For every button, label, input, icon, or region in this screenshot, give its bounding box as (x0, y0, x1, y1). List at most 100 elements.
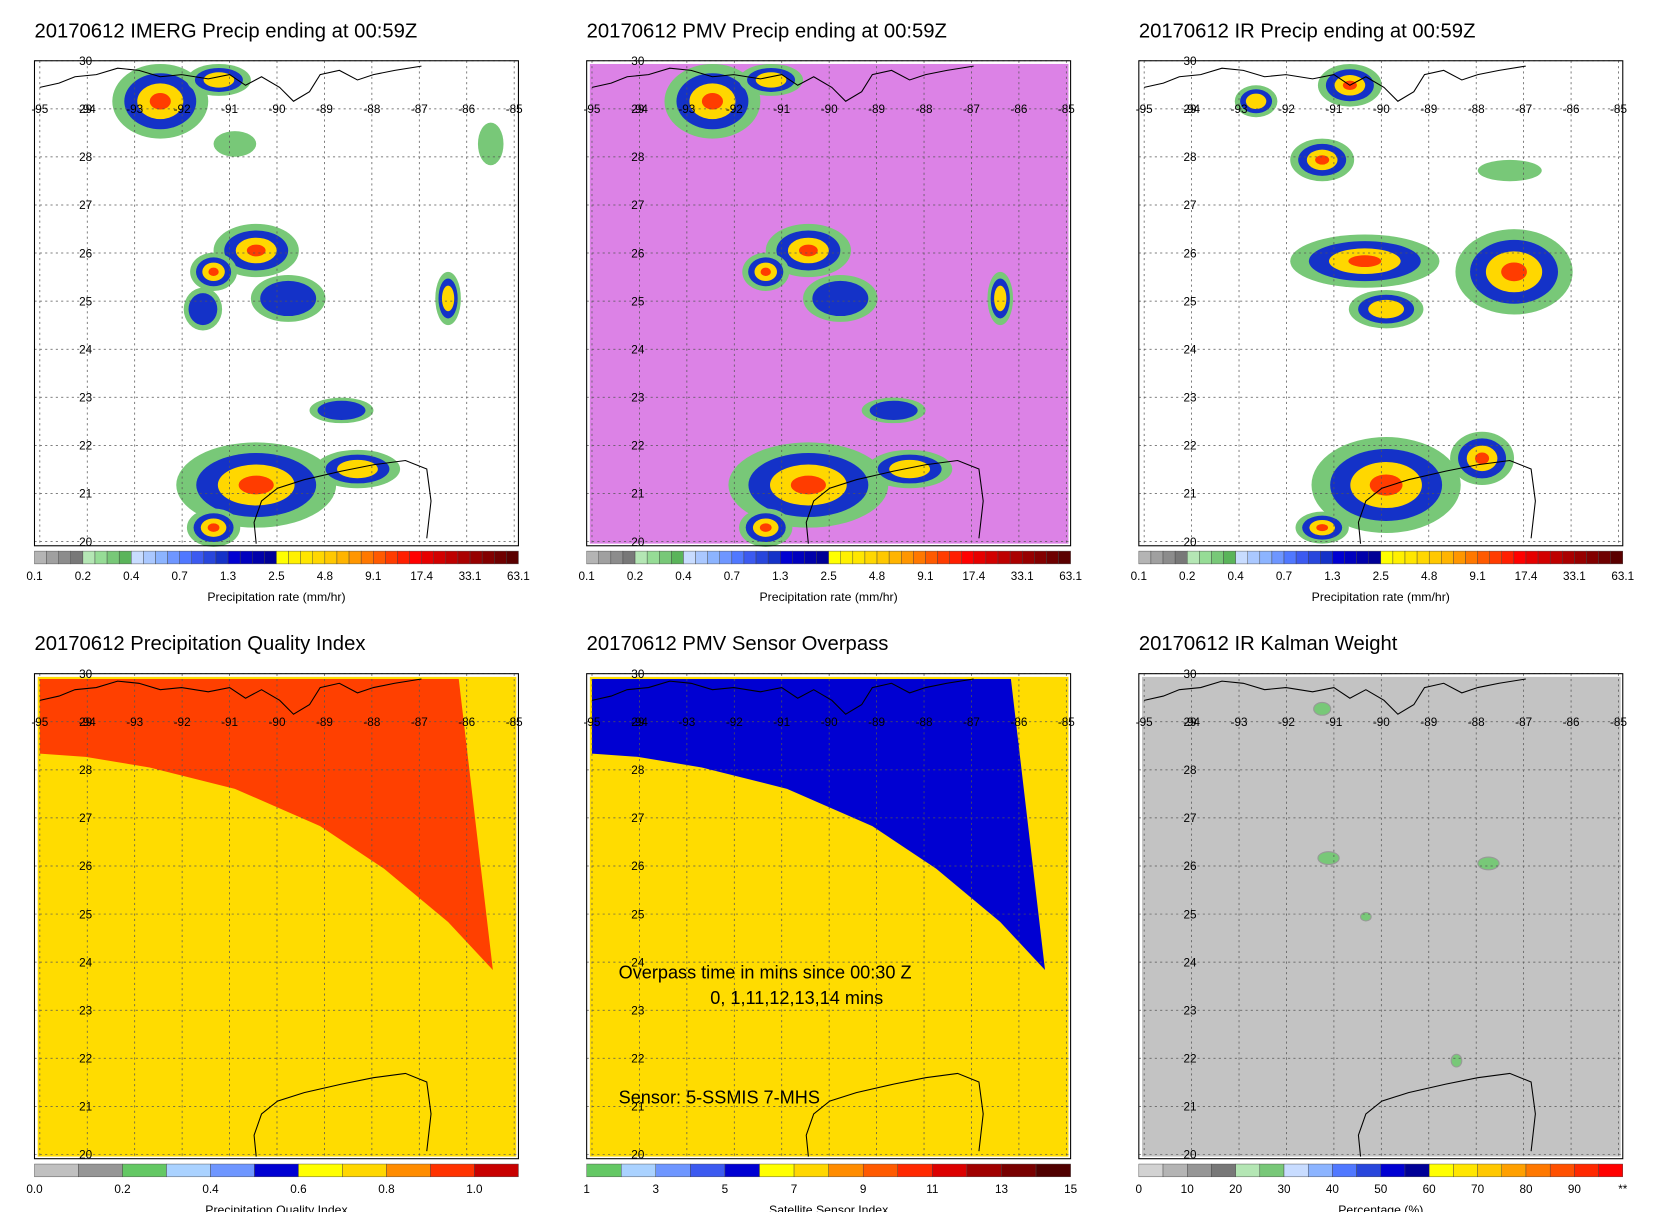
lat-tick-label: 26 (79, 247, 92, 260)
colorbar-swatch (433, 550, 447, 565)
colorbar-swatch (1211, 550, 1224, 565)
colorbar-swatch (961, 550, 975, 565)
lon-tick-label: -95 (584, 716, 601, 729)
colorbar-label: 10 (1181, 1183, 1195, 1196)
colorbar-swatch (828, 550, 841, 565)
colorbar-label: 3 (653, 1183, 660, 1196)
colorbar-swatch (659, 550, 672, 565)
lon-tick-label: -86 (458, 103, 475, 116)
colorbar-swatch (724, 1163, 760, 1178)
colorbar-label: 4.8 (869, 570, 886, 583)
precip-blob (149, 93, 171, 110)
colorbar-label: 17.4 (1515, 570, 1538, 583)
colorbar-swatch (1501, 550, 1515, 565)
lat-tick-label: 23 (631, 392, 644, 405)
coastline (591, 65, 974, 102)
lat-tick-label: 21 (631, 488, 644, 501)
lon-tick-label: -91 (221, 103, 238, 116)
colorbar-label: 0.2 (1179, 570, 1195, 583)
colorbar-swatch (122, 1163, 167, 1178)
colorbar-swatch (1404, 1163, 1430, 1178)
colorbar-label: 33.1 (1563, 570, 1586, 583)
lon-tick-label: -90 (1373, 103, 1390, 116)
lon-tick-label: -93 (1231, 103, 1248, 116)
map-panel: 20170612 IR Precip ending at 00:59Z -95 -9… (1131, 20, 1635, 604)
colorbar-swatch (215, 550, 229, 565)
lat-tick-label: 27 (79, 812, 92, 825)
colorbar-swatch (852, 550, 866, 565)
colorbar-swatch (1187, 550, 1200, 565)
lat-tick-label: 26 (1183, 860, 1196, 873)
colorbar-swatch (252, 550, 265, 565)
precip-blob (238, 475, 274, 495)
colorbar-swatch (901, 550, 914, 565)
colorbar-label: 0.2 (75, 570, 91, 583)
lon-tick-label: -94 (631, 716, 648, 729)
lat-tick-label: 24 (1183, 343, 1197, 356)
lat-tick-label: 25 (631, 908, 645, 921)
colorbar-swatch (348, 550, 362, 565)
colorbar-swatch (1380, 550, 1394, 565)
colorbar-swatch (397, 550, 410, 565)
coastline (1144, 65, 1526, 102)
colorbar-swatch (864, 550, 878, 565)
colorbar-swatch (106, 550, 120, 565)
precip-blob (207, 523, 220, 532)
colorbar-swatch (1247, 550, 1261, 565)
colorbar-label: 0.1 (1131, 570, 1147, 583)
colorbar-swatch (1150, 550, 1164, 565)
colorbar-swatch (78, 1163, 123, 1178)
lat-tick-label: 22 (79, 440, 92, 453)
lat-tick-label: 25 (79, 295, 93, 308)
colorbar-swatch (421, 550, 434, 565)
colorbar-swatch (210, 1163, 255, 1178)
lon-tick-label: -86 (1010, 103, 1027, 116)
precip-blob (203, 72, 235, 88)
colorbar-swatch (82, 550, 96, 565)
lon-tick-label: -93 (678, 103, 695, 116)
weight-blob (1477, 856, 1500, 871)
colorbar-label: 0.1 (26, 570, 42, 583)
lon-tick-label: -85 (1610, 716, 1627, 729)
colorbar-swatch (167, 550, 180, 565)
lat-tick-label: 27 (1183, 812, 1196, 825)
coastline (253, 1072, 432, 1157)
colorbar-swatch (1477, 1163, 1503, 1178)
colorbar-swatch (179, 550, 192, 565)
lat-tick-label: 22 (631, 440, 644, 453)
colorbar-label: 90 (1568, 1183, 1582, 1196)
colorbar-swatch (683, 550, 696, 565)
colorbar-label: 0.7 (724, 570, 740, 583)
lon-tick-label: -89 (316, 103, 333, 116)
colorbar-swatch (34, 550, 47, 565)
colorbar-swatch (70, 550, 84, 565)
colorbar-swatch (336, 550, 350, 565)
colorbar-label: 4.8 (317, 570, 334, 583)
lon-tick-label: -88 (1468, 103, 1485, 116)
map-background (1142, 676, 1621, 1157)
colorbar-swatch (298, 1163, 343, 1178)
lon-tick-label: -87 (963, 103, 980, 116)
lat-tick-label: 25 (631, 295, 645, 308)
precip-blob (188, 293, 218, 326)
colorbar-label: 60 (1423, 1183, 1437, 1196)
weight-blob (1317, 851, 1340, 866)
colorbar-label: 7 (791, 1183, 798, 1196)
panel-title: 20170612 IMERG Precip ending at 00:59Z (34, 20, 417, 42)
lat-tick-label: 25 (1183, 295, 1197, 308)
panel-title: 20170612 PMV Sensor Overpass (587, 633, 889, 655)
colorbar-swatch (1307, 550, 1321, 565)
colorbar-label: 40 (1326, 1183, 1340, 1196)
lat-tick-label: 24 (79, 956, 93, 969)
coastline (591, 678, 974, 715)
lat-tick-label: 28 (79, 151, 93, 164)
lat-tick-label: 23 (79, 392, 92, 405)
colorbar-label: 70 (1471, 1183, 1485, 1196)
lon-tick-label: -92 (1278, 716, 1295, 729)
colorbar-swatch (342, 1163, 387, 1178)
colorbar-label: 33.1 (459, 570, 482, 583)
coastline (1144, 678, 1526, 715)
map-panel: 20170612 PMV Sensor Overpass -95 -94 -93 -92… (583, 633, 1077, 1212)
map-frame (586, 60, 1072, 547)
map-frame (586, 673, 1072, 1160)
